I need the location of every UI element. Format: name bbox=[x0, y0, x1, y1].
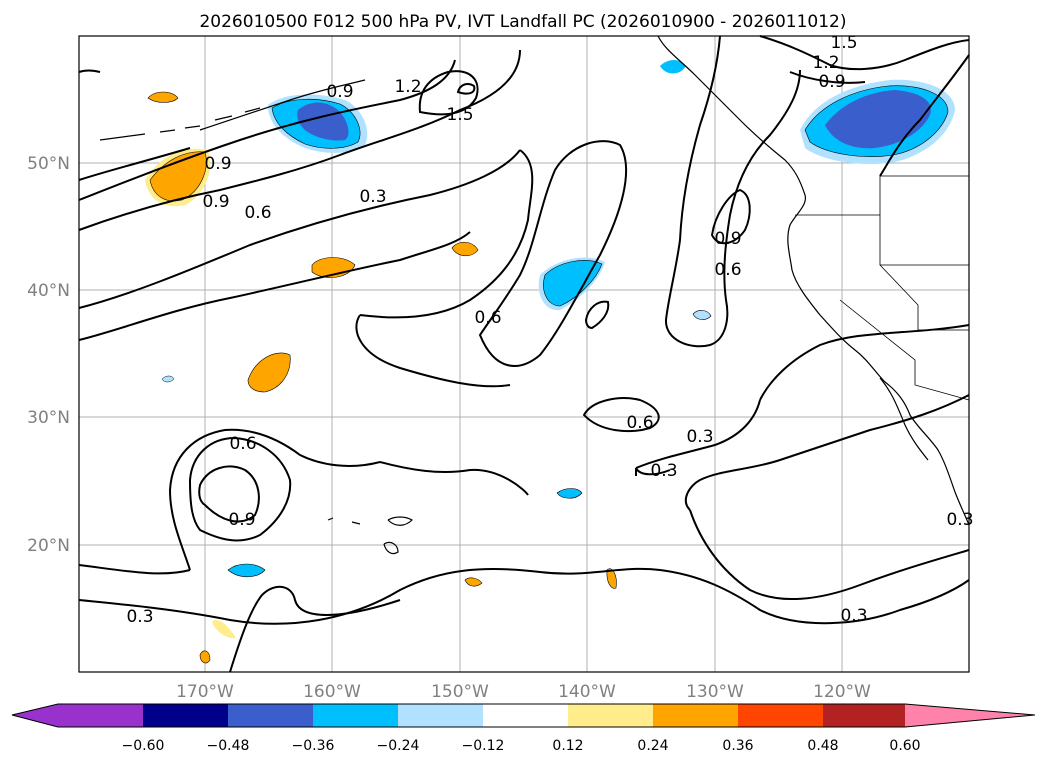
colorbar-bin-4 bbox=[313, 704, 398, 727]
colorbar-label-1: −0.48 bbox=[207, 738, 250, 754]
map-frame bbox=[78, 35, 970, 673]
contour-label-0.9-east: 0.9 bbox=[714, 229, 741, 249]
contour-label-0.3-north: 0.3 bbox=[359, 187, 386, 207]
contour-label-0.3-southeast-b: 0.3 bbox=[650, 461, 677, 481]
shade-small-yellow-1 bbox=[212, 620, 236, 639]
colorbar-label-6: 0.24 bbox=[637, 738, 668, 754]
shade-small-orange-1 bbox=[606, 568, 617, 589]
contour-label-1.2-gulf: 1.2 bbox=[394, 77, 421, 97]
lon-label-140w: 140°W bbox=[558, 682, 616, 702]
gridlines bbox=[79, 36, 969, 672]
lat-label-30n: 30°N bbox=[27, 408, 70, 428]
colorbar-label-0: −0.60 bbox=[122, 738, 165, 754]
colorbar-label-2: −0.36 bbox=[292, 738, 335, 754]
shade-small-orange-3 bbox=[199, 650, 211, 664]
shade-small-orange-2 bbox=[464, 577, 483, 587]
colorbar-label-4: −0.12 bbox=[462, 738, 505, 754]
colorbar-bin-3 bbox=[228, 704, 313, 727]
map-panel: 1.5 1.2 0.9 1.5 1.2 0.9 0.9 0.9 0.6 0.3 … bbox=[78, 33, 974, 673]
contour-label-0.9-west-a: 0.9 bbox=[204, 154, 231, 174]
lon-label-160w: 160°W bbox=[303, 682, 361, 702]
shade-aleutian-orange bbox=[149, 151, 207, 202]
colorbar-bin-9 bbox=[738, 704, 823, 727]
pv-shading bbox=[145, 60, 955, 664]
shade-central-blue-mid bbox=[543, 260, 603, 307]
pv-contours bbox=[78, 35, 970, 673]
contour-label-0.9-gulf: 0.9 bbox=[326, 82, 353, 102]
figure-title: 2026010500 F012 500 hPa PV, IVT Landfall… bbox=[199, 12, 846, 32]
state-borders bbox=[795, 175, 970, 401]
lat-label-40n: 40°N bbox=[27, 281, 70, 301]
contour-label-0.3-southeast-a: 0.3 bbox=[686, 427, 713, 447]
colorbar-bin-2 bbox=[143, 704, 228, 727]
contour-labels: 1.5 1.2 0.9 1.5 1.2 0.9 0.9 0.9 0.6 0.3 … bbox=[126, 33, 973, 627]
lon-label-170w: 170°W bbox=[176, 682, 234, 702]
lat-label-20n: 20°N bbox=[27, 536, 70, 556]
alaska-coast bbox=[199, 79, 366, 131]
lon-label-150w: 150°W bbox=[431, 682, 489, 702]
hawaii-islands bbox=[327, 516, 413, 555]
contour-label-0.9-southwest: 0.9 bbox=[228, 510, 255, 530]
shade-small-blue-2 bbox=[692, 310, 712, 320]
lon-labels: 170°W 160°W 150°W 140°W 130°W 120°W bbox=[176, 682, 871, 702]
contour-label-1.5-gulf: 1.5 bbox=[446, 105, 473, 125]
shade-small-blue-1 bbox=[556, 488, 583, 499]
contour-label-1.5-ne: 1.5 bbox=[830, 33, 857, 53]
baja-coast bbox=[879, 377, 929, 461]
shade-gulf-alaska-blue-dark bbox=[297, 102, 349, 141]
contour-label-0.3-south-west: 0.3 bbox=[126, 607, 153, 627]
lon-label-120w: 120°W bbox=[813, 682, 871, 702]
contour-label-0.6-east: 0.6 bbox=[714, 260, 741, 280]
colorbar-bin-6 bbox=[483, 704, 568, 727]
colorbar-bin-7 bbox=[568, 704, 653, 727]
shade-pnw-blue-dark bbox=[825, 90, 931, 149]
contour-label-0.9-ne: 0.9 bbox=[818, 72, 845, 92]
contour-label-1.2-ne: 1.2 bbox=[812, 53, 839, 73]
lat-labels: 50°N 40°N 30°N 20°N bbox=[27, 154, 70, 556]
contour-label-0.3-edge: 0.3 bbox=[946, 510, 973, 530]
aleutian-islands bbox=[99, 107, 261, 141]
lat-label-50n: 50°N bbox=[27, 154, 70, 174]
colorbar-under-triangle bbox=[12, 704, 58, 727]
colorbar-bin-10 bbox=[823, 704, 908, 727]
shade-small-blue-3 bbox=[660, 60, 686, 74]
lon-label-130w: 130°W bbox=[686, 682, 744, 702]
contour-label-0.9-west-b: 0.9 bbox=[202, 192, 229, 212]
colorbar-label-5: 0.12 bbox=[552, 738, 583, 754]
north-america-coast bbox=[657, 35, 970, 526]
shade-nw-orange bbox=[147, 91, 179, 103]
shade-west-orange-2 bbox=[451, 241, 479, 257]
contour-label-0.6-north: 0.6 bbox=[244, 203, 271, 223]
colorbar-outline bbox=[11, 703, 1036, 728]
colorbar-label-8: 0.48 bbox=[807, 738, 838, 754]
shade-small-blue-4 bbox=[161, 375, 175, 383]
colorbar: −0.60 −0.48 −0.36 −0.24 −0.12 0.12 0.24 … bbox=[11, 703, 1036, 754]
contour-label-0.6-southeast: 0.6 bbox=[626, 413, 653, 433]
colorbar-bin-5 bbox=[398, 704, 483, 727]
colorbar-bin-1 bbox=[58, 704, 143, 727]
colorbar-label-7: 0.36 bbox=[722, 738, 753, 754]
coastlines bbox=[99, 35, 970, 555]
colorbar-label-3: −0.24 bbox=[377, 738, 420, 754]
shade-hawaii-blue bbox=[227, 563, 266, 578]
colorbar-over-triangle bbox=[905, 704, 1035, 727]
shade-sw-orange bbox=[247, 352, 291, 393]
colorbar-label-9: 0.60 bbox=[889, 738, 920, 754]
contour-label-0.6-central: 0.6 bbox=[474, 308, 501, 328]
contour-label-0.3-south-east: 0.3 bbox=[840, 606, 867, 626]
contour-label-0.6-southwest: 0.6 bbox=[229, 434, 256, 454]
colorbar-bin-8 bbox=[653, 704, 738, 727]
